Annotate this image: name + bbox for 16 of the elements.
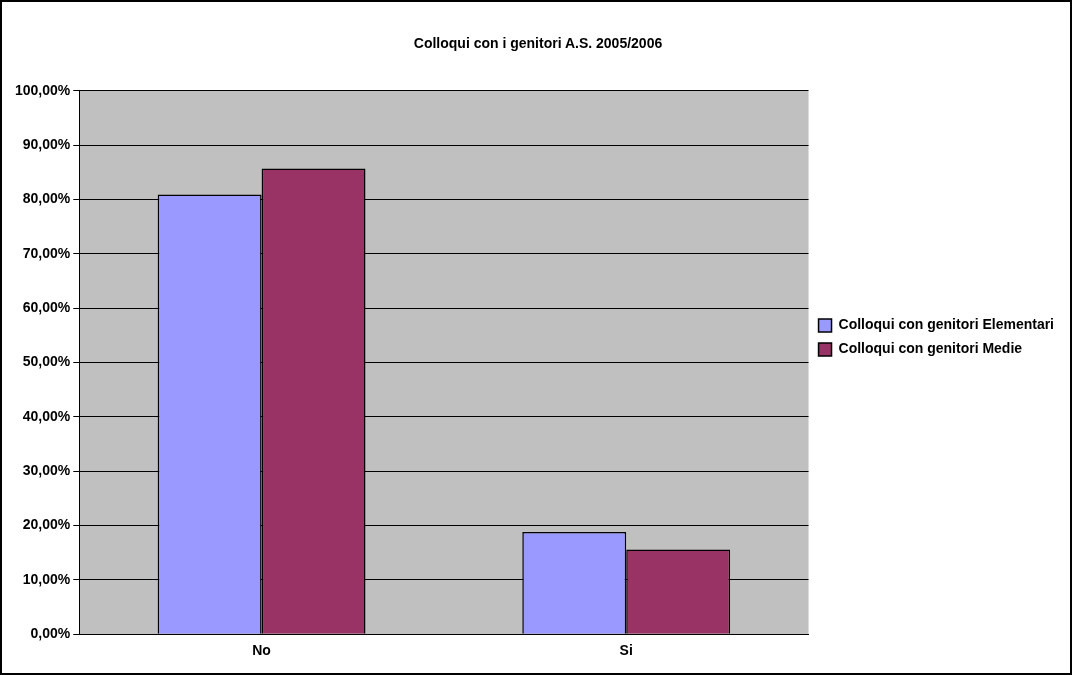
y-tick-label: 100,00% xyxy=(14,81,71,98)
y-tick-label: 60,00% xyxy=(22,299,71,316)
y-tick-label: 30,00% xyxy=(22,462,71,479)
x-tick-label: No xyxy=(252,642,271,659)
y-tick-label: 50,00% xyxy=(22,353,71,370)
y-tick-label: 20,00% xyxy=(22,516,71,533)
chart-title: Colloqui con i genitori A.S. 2005/2006 xyxy=(413,35,663,52)
y-tick-label: 70,00% xyxy=(22,244,71,261)
y-tick-label: 40,00% xyxy=(22,407,71,424)
y-tick-label: 90,00% xyxy=(22,136,71,152)
y-tick-label: 0,00% xyxy=(30,625,71,642)
legend-label: Colloqui con genitori Medie xyxy=(838,340,1023,357)
y-tick-label: 10,00% xyxy=(22,570,71,587)
y-tick-label: 80,00% xyxy=(22,190,71,207)
x-tick-label: Si xyxy=(619,642,633,659)
legend-label: Colloqui con genitori Elementari xyxy=(838,316,1055,333)
